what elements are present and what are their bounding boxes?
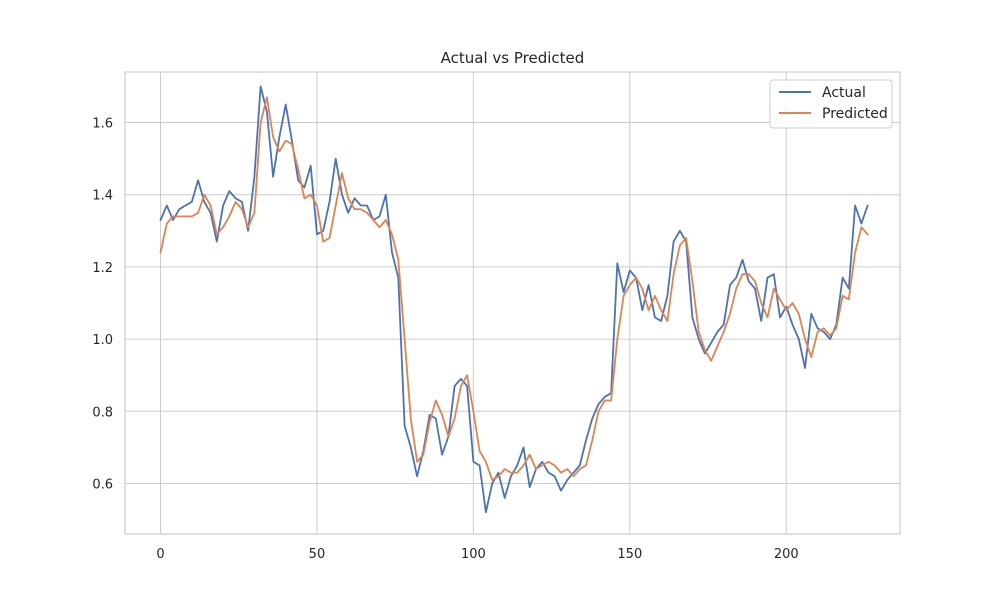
x-tick-label: 50	[309, 547, 326, 562]
y-tick-label: 1.0	[92, 333, 113, 348]
y-tick-label: 1.6	[92, 117, 113, 132]
chart-title: Actual vs Predicted	[441, 49, 585, 67]
series-layer	[159, 85, 869, 514]
legend: Actual Predicted	[769, 79, 893, 129]
series-line-actual	[159, 85, 869, 514]
y-tick-label: 0.6	[92, 477, 113, 492]
x-axis-ticks: 0 50 100 150 200	[156, 547, 798, 562]
plot-area-frame	[124, 71, 901, 535]
series-line-predicted	[159, 96, 869, 481]
x-tick-label: 150	[617, 547, 642, 562]
y-axis-ticks: 0.6 0.8 1.0 1.2 1.4 1.6	[92, 117, 113, 493]
legend-label-predicted: Predicted	[822, 106, 888, 122]
y-tick-label: 1.2	[92, 261, 113, 276]
x-tick-label: 100	[461, 547, 486, 562]
x-tick-label: 200	[774, 547, 799, 562]
y-tick-label: 1.4	[92, 189, 113, 204]
x-tick-label: 0	[156, 547, 164, 562]
y-tick-label: 0.8	[92, 405, 113, 420]
legend-label-actual: Actual	[822, 85, 866, 101]
